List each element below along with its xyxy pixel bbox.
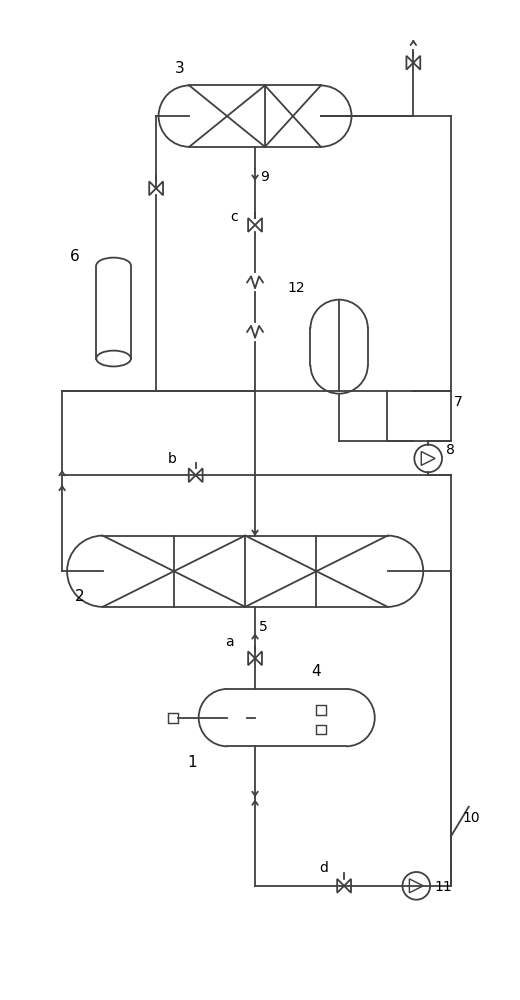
Text: a: a (225, 635, 234, 649)
Text: 1: 1 (188, 755, 198, 770)
Bar (316, 705, 326, 715)
Text: 4: 4 (311, 664, 321, 679)
Text: 3: 3 (175, 61, 185, 76)
Text: 9: 9 (260, 170, 269, 184)
Text: 2: 2 (75, 589, 85, 604)
Text: b: b (168, 452, 177, 466)
Text: 11: 11 (434, 880, 452, 894)
Text: 12: 12 (288, 281, 305, 295)
Text: c: c (230, 210, 238, 224)
Bar (168, 713, 178, 723)
Text: d: d (319, 861, 328, 875)
Text: 7: 7 (454, 395, 463, 409)
Text: 8: 8 (446, 443, 455, 457)
Bar (387, 391, 451, 441)
Text: 6: 6 (70, 249, 80, 264)
Text: 10: 10 (463, 811, 480, 825)
Text: 5: 5 (259, 620, 268, 634)
Bar (316, 725, 326, 734)
